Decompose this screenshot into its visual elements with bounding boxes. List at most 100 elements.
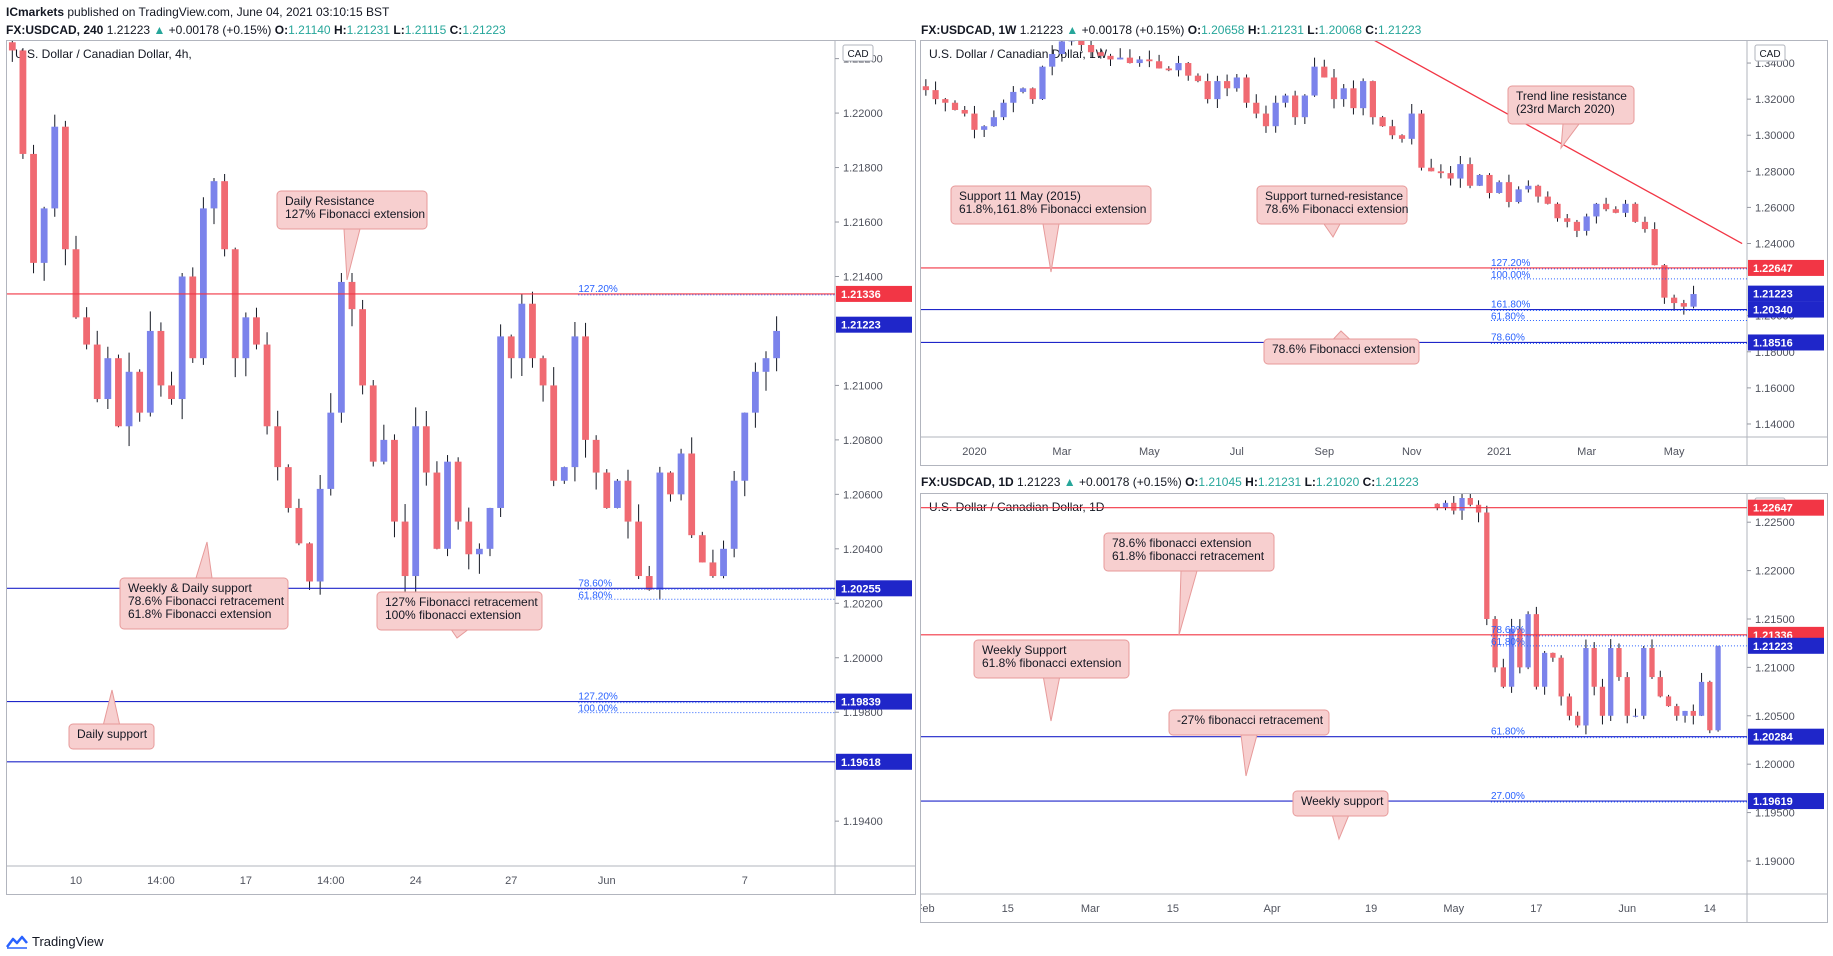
candle: [1437, 164, 1445, 179]
up-triangle-icon: ▲: [1066, 23, 1079, 37]
candle-body: [1146, 59, 1153, 62]
candle-body: [1117, 57, 1124, 60]
legend-d1: FX:USDCAD, 1D 1.21223 ▲ +0.00178 (+0.15%…: [921, 475, 1419, 489]
candle-body: [1350, 88, 1357, 109]
fib-label: 61.80%: [578, 590, 612, 601]
chart-panel-d1[interactable]: 1.22500 1.22000 1.21500 1.21000 1.20500 1.200…: [916, 489, 1828, 923]
candle: [571, 321, 579, 482]
candle: [1068, 25, 1075, 46]
candle-body: [1544, 196, 1551, 204]
price-tick-label: 1.22500: [1755, 517, 1795, 529]
candle: [1301, 94, 1308, 124]
callout-text: 78.6% Fibonacci extension: [1265, 202, 1408, 216]
up-triangle-icon: ▲: [153, 23, 166, 37]
price-tick-label: 1.20200: [843, 598, 883, 610]
chart-title: U.S. Dollar / Canadian Dollar, 1D: [929, 500, 1105, 514]
callout-box: [1263, 338, 1420, 365]
candle-body: [1418, 113, 1425, 168]
candle: [1451, 496, 1457, 515]
candle: [422, 411, 430, 486]
candle-body: [1360, 81, 1367, 109]
candle-body: [751, 371, 759, 413]
time-tick-label: 2021: [1487, 446, 1511, 458]
candle: [922, 79, 929, 96]
candle-body: [263, 344, 271, 427]
annotation-callout: -27% fibonacci retracement: [1168, 709, 1330, 777]
candle: [1616, 643, 1622, 681]
candle-body: [1583, 648, 1589, 726]
candle-body: [359, 309, 367, 386]
candle-body: [1622, 203, 1629, 213]
price-tick-label: 1.19400: [843, 816, 883, 828]
price-tick-label: 1.19800: [843, 707, 883, 719]
callout-text: Support turned-resistance: [1265, 189, 1403, 203]
candle-body: [1321, 66, 1328, 78]
price-tick-label: 1.20800: [843, 435, 883, 447]
candle-body: [507, 336, 515, 359]
publisher-name[interactable]: ICmarkets: [6, 5, 65, 19]
candle-body: [1253, 102, 1260, 114]
candle-body: [199, 208, 207, 359]
candle: [1573, 219, 1581, 238]
candle-body: [1389, 126, 1396, 136]
chart-h4[interactable]: 1.222001.220001.218001.216001.214001.210…: [7, 32, 915, 894]
candle: [1087, 39, 1095, 58]
time-tick-label: 2020: [962, 446, 986, 458]
candle: [1389, 119, 1396, 140]
candle-body: [1437, 171, 1445, 174]
candle: [1194, 73, 1202, 83]
candle-body: [1492, 618, 1498, 668]
candle: [1657, 670, 1663, 698]
legend-low: 1.20068: [1318, 23, 1362, 37]
chart-w1[interactable]: 1.340001.320001.300001.280001.260001.240…: [921, 25, 1827, 465]
tradingview-footer[interactable]: TradingView: [6, 934, 104, 949]
candle: [1039, 65, 1046, 101]
candle-body: [624, 480, 632, 522]
candle-body: [667, 472, 674, 495]
candle: [1058, 37, 1066, 62]
candle: [1515, 186, 1522, 204]
candle-body: [1466, 164, 1474, 186]
candle: [263, 332, 271, 435]
callout-text: 100% fibonacci extension: [385, 608, 521, 622]
callout-text: Weekly & Daily support: [128, 581, 252, 595]
chart-d1[interactable]: 1.22500 1.22000 1.21500 1.21000 1.20500 1.200…: [916, 489, 1827, 922]
candle-body: [1475, 504, 1482, 513]
candle-body: [444, 461, 451, 549]
chart-panel-w1[interactable]: 1.34000 1.32000 1.30000 1.28000 1.26000 1.240…: [920, 25, 1828, 466]
candle-body: [1651, 229, 1658, 266]
candle: [1434, 503, 1440, 511]
candle: [1505, 174, 1513, 208]
callout-text: 78.6% fibonacci extension: [1112, 536, 1251, 550]
candle-body: [932, 90, 939, 100]
candle-body: [1564, 218, 1571, 222]
candle-body: [560, 467, 568, 481]
legend-w1: FX:USDCAD, 1W 1.21223 ▲ +0.00178 (+0.15%…: [921, 23, 1422, 37]
price-label-tag: 1.21223: [836, 316, 912, 333]
candle-body: [1534, 185, 1542, 197]
candle: [1651, 222, 1658, 266]
candle-body: [1434, 503, 1440, 508]
candle-body: [1107, 55, 1114, 60]
price-tick-label: 1.21000: [1755, 662, 1795, 674]
candle-body: [1591, 648, 1597, 687]
candle: [1674, 703, 1680, 721]
candle: [1360, 78, 1367, 116]
callout-text: 78.6% Fibonacci retracement: [128, 594, 285, 608]
candle: [971, 105, 978, 139]
candle: [751, 362, 759, 428]
candle-body: [1505, 182, 1513, 203]
candle: [1019, 87, 1027, 94]
candle-body: [497, 336, 505, 508]
chart-panel-h4[interactable]: 1.222001.220001.218001.216001.214001.210…: [6, 32, 916, 895]
callout-pointer: [450, 629, 469, 639]
candle: [274, 410, 282, 481]
candle: [221, 173, 229, 257]
time-tick-label: 17: [240, 875, 252, 887]
callout-pointer: [1331, 815, 1350, 841]
candle: [990, 110, 997, 127]
candle-body: [1136, 59, 1143, 64]
price-label-tag: 1.20284: [1748, 728, 1824, 745]
trend-line: [1362, 33, 1743, 245]
candle-body: [730, 480, 738, 549]
